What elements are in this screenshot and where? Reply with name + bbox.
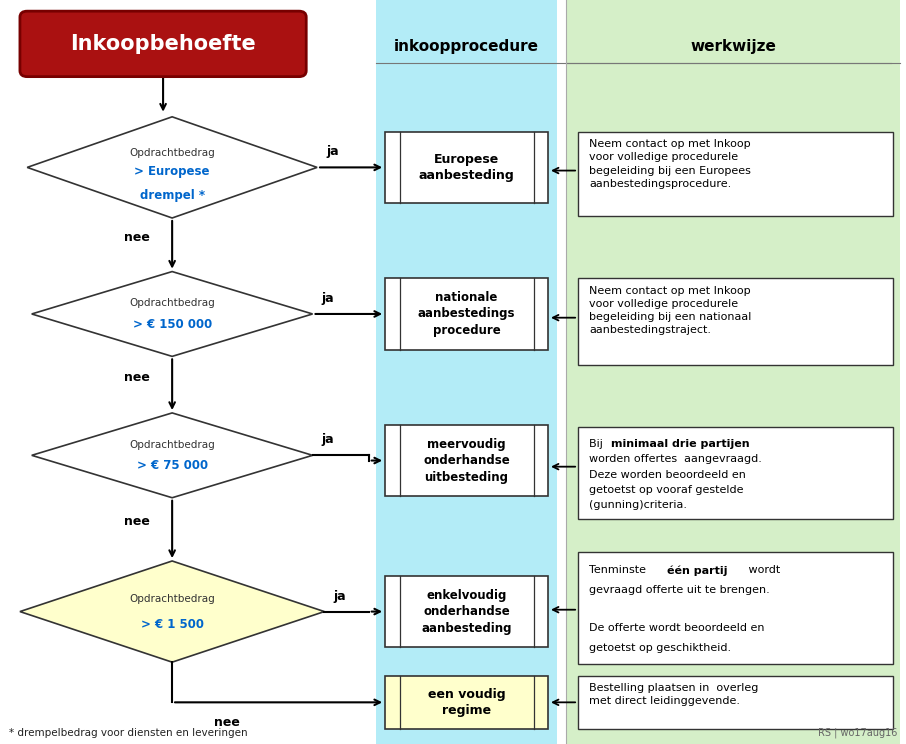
- Text: getoetst op vooraf gestelde: getoetst op vooraf gestelde: [589, 485, 744, 495]
- Text: Opdrachtbedrag: Opdrachtbedrag: [130, 440, 215, 449]
- Text: RS | wo17aug16: RS | wo17aug16: [817, 728, 897, 738]
- Text: Opdrachtbedrag: Opdrachtbedrag: [130, 148, 215, 158]
- Text: Tenminste: Tenminste: [589, 565, 650, 575]
- Text: ja: ja: [322, 292, 334, 305]
- Text: een voudig
regime: een voudig regime: [428, 687, 506, 717]
- Text: drempel *: drempel *: [140, 189, 205, 202]
- Text: gevraagd offerte uit te brengen.: gevraagd offerte uit te brengen.: [589, 585, 770, 594]
- Text: enkelvoudig
onderhandse
aanbesteding: enkelvoudig onderhandse aanbesteding: [421, 589, 512, 635]
- Bar: [376, 0, 557, 744]
- Text: Opdrachtbedrag: Opdrachtbedrag: [130, 298, 215, 308]
- Text: Neem contact op met Inkoop
voor volledige procedurele
begeleiding bij een Europe: Neem contact op met Inkoop voor volledig…: [589, 139, 751, 189]
- Text: nee: nee: [214, 716, 239, 728]
- Text: > € 1 500: > € 1 500: [140, 618, 204, 631]
- Text: nee: nee: [123, 231, 149, 244]
- Bar: [578, 676, 893, 729]
- Bar: [385, 576, 548, 647]
- FancyBboxPatch shape: [20, 11, 306, 77]
- Text: > Europese: > Europese: [134, 165, 210, 178]
- Text: nee: nee: [123, 516, 149, 528]
- Text: inkoopprocedure: inkoopprocedure: [394, 39, 539, 54]
- Text: wordt: wordt: [745, 565, 780, 575]
- Polygon shape: [27, 117, 317, 218]
- Text: nationale
aanbestedings
procedure: nationale aanbestedings procedure: [418, 291, 516, 337]
- Text: Inkoopbehoefte: Inkoopbehoefte: [70, 34, 256, 54]
- Bar: [385, 278, 548, 350]
- Bar: [578, 132, 893, 216]
- Text: ja: ja: [322, 434, 334, 446]
- Text: ja: ja: [326, 146, 339, 158]
- Text: minimaal drie partijen: minimaal drie partijen: [612, 439, 750, 449]
- Bar: [385, 676, 548, 729]
- Polygon shape: [32, 272, 313, 356]
- Text: Neem contact op met Inkoop
voor volledige procedurele
begeleiding bij een nation: Neem contact op met Inkoop voor volledig…: [589, 286, 751, 336]
- Text: worden offertes  aangevraagd.: worden offertes aangevraagd.: [589, 455, 762, 464]
- Text: Bestelling plaatsen in  overleg
met direct leidinggevende.: Bestelling plaatsen in overleg met direc…: [589, 683, 758, 706]
- Bar: [385, 132, 548, 203]
- Bar: [385, 425, 548, 496]
- Polygon shape: [32, 413, 313, 498]
- Polygon shape: [20, 561, 324, 662]
- Text: Opdrachtbedrag: Opdrachtbedrag: [130, 594, 215, 604]
- Text: één partij: één partij: [667, 565, 728, 576]
- Text: getoetst op geschiktheid.: getoetst op geschiktheid.: [589, 643, 731, 652]
- Bar: [578, 552, 893, 664]
- Text: (gunning)criteria.: (gunning)criteria.: [589, 501, 687, 510]
- Text: > € 150 000: > € 150 000: [132, 318, 212, 331]
- Text: nee: nee: [123, 371, 149, 384]
- Bar: [578, 427, 893, 519]
- Text: Europese
aanbesteding: Europese aanbesteding: [419, 153, 515, 182]
- Bar: [578, 278, 893, 365]
- Text: Bij: Bij: [589, 439, 606, 449]
- Text: Deze worden beoordeeld en: Deze worden beoordeeld en: [589, 469, 746, 480]
- Text: werkwijze: werkwijze: [690, 39, 776, 54]
- Text: meervoudig
onderhandse
uitbesteding: meervoudig onderhandse uitbesteding: [423, 437, 510, 484]
- Text: * drempelbedrag voor diensten en leveringen: * drempelbedrag voor diensten en leverin…: [9, 728, 247, 738]
- Bar: [566, 0, 900, 744]
- Text: De offerte wordt beoordeeld en: De offerte wordt beoordeeld en: [589, 623, 765, 633]
- Text: ja: ja: [333, 590, 346, 603]
- Text: > € 75 000: > € 75 000: [137, 460, 207, 472]
